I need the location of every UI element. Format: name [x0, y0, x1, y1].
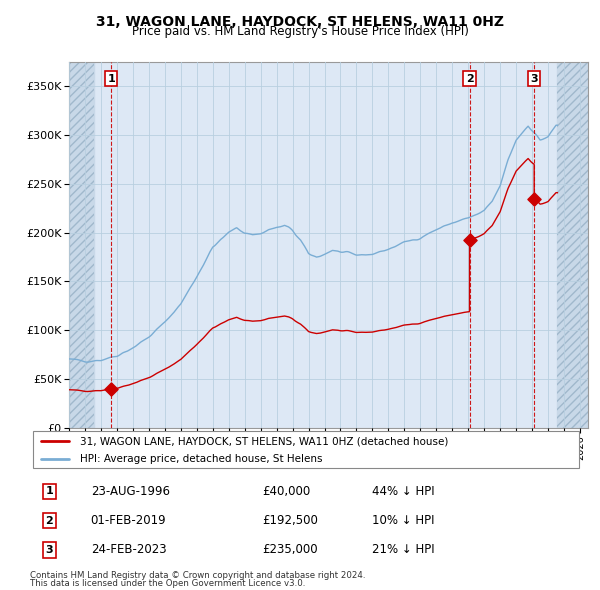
Text: 21% ↓ HPI: 21% ↓ HPI: [372, 543, 435, 556]
Text: 01-FEB-2019: 01-FEB-2019: [91, 514, 166, 527]
Bar: [69, 62, 94, 428]
Text: £235,000: £235,000: [262, 543, 317, 556]
Point: [529, 194, 539, 203]
Text: 3: 3: [530, 74, 538, 84]
Text: 1: 1: [107, 74, 115, 84]
Text: 44% ↓ HPI: 44% ↓ HPI: [372, 485, 435, 498]
Bar: [557, 62, 588, 428]
Text: 31, WAGON LANE, HAYDOCK, ST HELENS, WA11 0HZ: 31, WAGON LANE, HAYDOCK, ST HELENS, WA11…: [96, 15, 504, 29]
Text: 31, WAGON LANE, HAYDOCK, ST HELENS, WA11 0HZ (detached house): 31, WAGON LANE, HAYDOCK, ST HELENS, WA11…: [80, 436, 448, 446]
Text: Price paid vs. HM Land Registry's House Price Index (HPI): Price paid vs. HM Land Registry's House …: [131, 25, 469, 38]
FancyBboxPatch shape: [33, 431, 579, 468]
Bar: [69, 62, 94, 428]
Text: £40,000: £40,000: [262, 485, 310, 498]
Bar: [557, 62, 588, 428]
Text: 1: 1: [46, 486, 53, 496]
Text: 2: 2: [466, 74, 473, 84]
Text: 23-AUG-1996: 23-AUG-1996: [91, 485, 170, 498]
Text: 3: 3: [46, 545, 53, 555]
Text: £192,500: £192,500: [262, 514, 318, 527]
Text: HPI: Average price, detached house, St Helens: HPI: Average price, detached house, St H…: [80, 454, 322, 464]
Text: 24-FEB-2023: 24-FEB-2023: [91, 543, 166, 556]
Text: Contains HM Land Registry data © Crown copyright and database right 2024.: Contains HM Land Registry data © Crown c…: [30, 571, 365, 579]
Text: This data is licensed under the Open Government Licence v3.0.: This data is licensed under the Open Gov…: [30, 579, 305, 588]
Point: [465, 235, 475, 245]
Text: 10% ↓ HPI: 10% ↓ HPI: [372, 514, 435, 527]
Text: 2: 2: [46, 516, 53, 526]
Point: [106, 384, 116, 394]
